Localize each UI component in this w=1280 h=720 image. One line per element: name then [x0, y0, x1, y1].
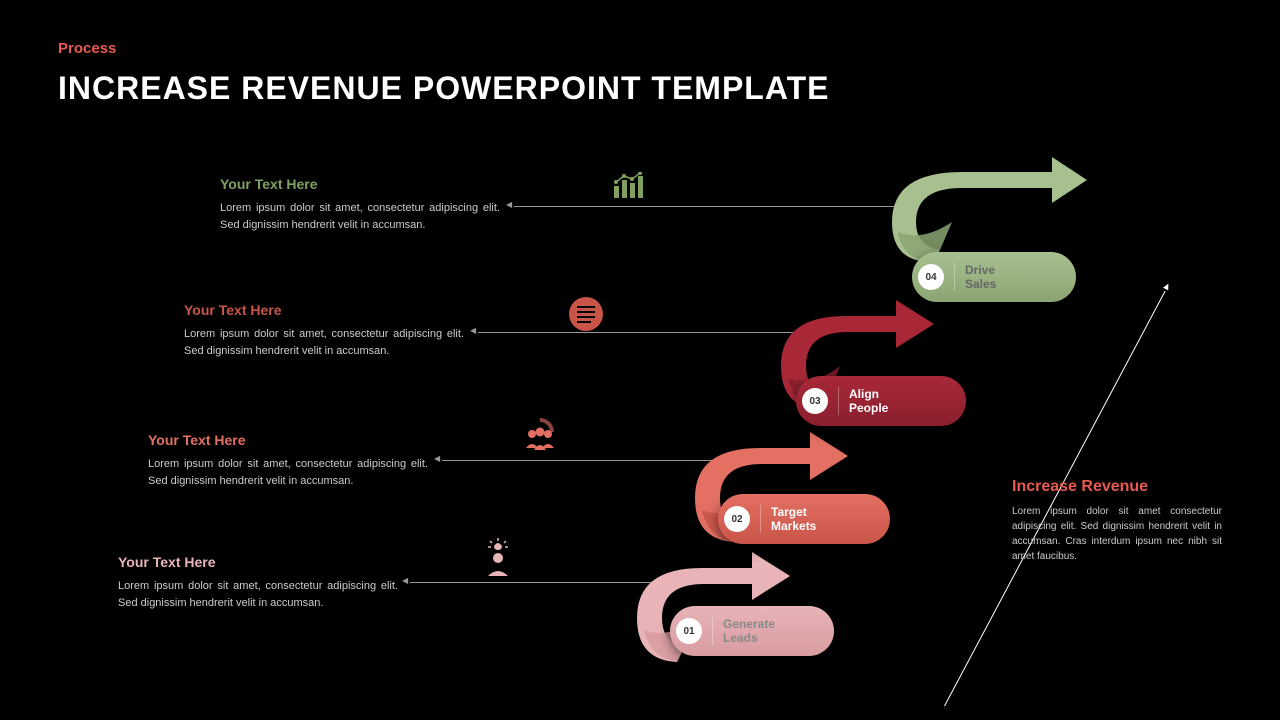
step-pill-02: 02 TargetMarkets: [718, 494, 890, 544]
step-heading: Your Text Here: [220, 176, 500, 192]
bulb-person-icon: [480, 538, 516, 583]
step-text-04: Your Text Here Lorem ipsum dolor sit amet…: [220, 176, 500, 233]
pill-divider: [838, 387, 839, 415]
list-circle-icon: [568, 296, 604, 337]
pill-divider: [760, 505, 761, 533]
bar-chart-icon: [612, 172, 648, 205]
pointer-line-02: [442, 460, 720, 461]
pointer-line-03: [478, 332, 796, 333]
pointer-line-04: [514, 206, 912, 207]
revenue-heading: Increase Revenue: [1012, 478, 1222, 496]
step-pill-04: 04 DriveSales: [912, 252, 1076, 302]
step-heading: Your Text Here: [148, 432, 428, 448]
step-body: Lorem ipsum dolor sit amet, consectetur …: [148, 456, 428, 489]
step-number: 03: [802, 388, 828, 414]
step-body: Lorem ipsum dolor sit amet, consectetur …: [220, 200, 500, 233]
step-pill-03: 03 AlignPeople: [796, 376, 966, 426]
page-title: INCREASE REVENUE POWERPOINT TEMPLATE: [58, 70, 829, 107]
step-label: GenerateLeads: [723, 617, 775, 646]
step-label: TargetMarkets: [771, 505, 816, 534]
step-label: AlignPeople: [849, 387, 888, 416]
step-number: 04: [918, 264, 944, 290]
increase-revenue-panel: Increase Revenue Lorem ipsum dolor sit a…: [1012, 478, 1222, 564]
step-number: 02: [724, 506, 750, 532]
step-pill-01: 01 GenerateLeads: [670, 606, 834, 656]
revenue-body: Lorem ipsum dolor sit amet consectetur a…: [1012, 504, 1222, 564]
step-heading: Your Text Here: [118, 554, 398, 570]
step-text-01: Your Text Here Lorem ipsum dolor sit amet…: [118, 554, 398, 611]
pill-divider: [712, 617, 713, 645]
step-number: 01: [676, 618, 702, 644]
step-body: Lorem ipsum dolor sit amet, consectetur …: [118, 578, 398, 611]
step-label: DriveSales: [965, 263, 996, 292]
pill-divider: [954, 263, 955, 291]
people-target-icon: [520, 416, 560, 457]
step-text-02: Your Text Here Lorem ipsum dolor sit amet…: [148, 432, 428, 489]
step-body: Lorem ipsum dolor sit amet, consectetur …: [184, 326, 464, 359]
subtitle: Process: [58, 40, 116, 57]
step-heading: Your Text Here: [184, 302, 464, 318]
step-text-03: Your Text Here Lorem ipsum dolor sit amet…: [184, 302, 464, 359]
